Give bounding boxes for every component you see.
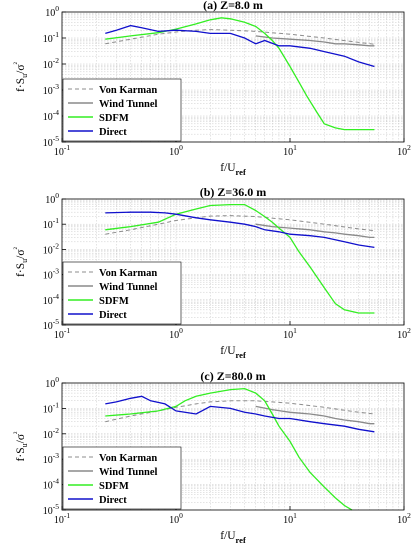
x-tick-label: 102 <box>397 326 411 341</box>
series-line-direct <box>105 211 375 249</box>
panel-2: (b) Z=36.0 m 10-1 100 101 102 100 10-1 10-2 10-3… <box>12 185 411 360</box>
x-tick-label: 101 <box>283 326 297 341</box>
x-tick-label: 100 <box>169 511 183 526</box>
series-line-wind-tunnel <box>255 405 375 425</box>
series-line-direct <box>105 395 375 433</box>
series-group <box>105 387 375 511</box>
legend-label: SDFM <box>99 481 129 492</box>
legend-label: Wind Tunnel <box>99 282 158 293</box>
legend: Von Karman Wind Tunnel SDFM Direct <box>62 78 182 142</box>
x-axis-label: f/Uref <box>220 345 246 360</box>
x-axis-label: f/Uref <box>220 162 246 177</box>
legend-label: Von Karman <box>99 85 157 96</box>
x-tick-label: 10-1 <box>54 143 70 158</box>
chart-title: (b) Z=36.0 m <box>200 185 267 199</box>
y-axis-label: f·Su/σ² <box>12 431 29 461</box>
x-tick-label: 100 <box>169 326 183 341</box>
plot-frame <box>61 198 405 326</box>
x-tick-label: 100 <box>169 143 183 158</box>
y-tick-label: 10-5 <box>43 502 59 517</box>
series-line-sdfm <box>105 17 375 131</box>
x-tick-label: 10-1 <box>54 326 70 341</box>
legend: Von Karman Wind Tunnel SDFM Direct <box>62 446 182 510</box>
x-tick-label: 102 <box>397 511 411 526</box>
chart-title: (a) Z=8.0 m <box>203 0 263 12</box>
y-tick-label: 100 <box>45 191 59 206</box>
series-line-direct <box>105 24 375 68</box>
plot-frame <box>61 382 405 511</box>
y-tick-label: 100 <box>45 375 59 390</box>
series-line-sdfm <box>105 203 375 314</box>
y-tick-label: 10-2 <box>43 56 59 71</box>
series-line-sdfm <box>105 387 353 511</box>
panel-3: (c) Z=80.0 m 10-1 100 101 102 100 10-1 10-2 10-3… <box>12 369 411 545</box>
legend-label: Direct <box>99 310 127 321</box>
series-group <box>105 203 375 314</box>
legend-label: Von Karman <box>99 453 157 464</box>
y-axis-label: f·Su/σ² <box>12 246 29 276</box>
legend-label: Direct <box>99 127 127 138</box>
x-tick-label: 101 <box>283 511 297 526</box>
y-tick-label: 10-2 <box>43 241 59 256</box>
panel-1: (a) Z=8.0 m 10-1 100 101 102 100 10-1 10-2 10-3 1… <box>12 0 411 177</box>
series-line-von-karman <box>105 215 375 235</box>
y-tick-label: 100 <box>45 4 59 19</box>
x-axis-label: f/Uref <box>220 530 246 545</box>
y-tick-label: 10-3 <box>43 82 59 97</box>
legend-label: SDFM <box>99 113 129 124</box>
x-tick-label: 101 <box>283 143 297 158</box>
y-tick-label: 10-5 <box>43 317 59 332</box>
x-tick-label: 10-1 <box>54 511 70 526</box>
series-line-von-karman <box>105 29 375 45</box>
series-line-wind-tunnel <box>255 35 375 47</box>
legend: Von Karman Wind Tunnel SDFM Direct <box>62 261 182 325</box>
series-line-wind-tunnel <box>255 223 375 239</box>
y-tick-label: 10-4 <box>43 477 59 492</box>
y-tick-label: 10-1 <box>43 216 59 231</box>
chart-title: (c) Z=80.0 m <box>200 369 265 383</box>
y-tick-label: 10-4 <box>43 292 59 307</box>
x-tick-label: 102 <box>397 143 411 158</box>
y-tick-label: 10-1 <box>43 30 59 45</box>
series-group <box>105 17 375 131</box>
y-axis-label: f·Su/σ² <box>12 61 29 91</box>
legend-label: Wind Tunnel <box>99 99 158 110</box>
y-tick-label: 10-3 <box>43 451 59 466</box>
y-tick-label: 10-4 <box>43 108 59 123</box>
y-tick-label: 10-1 <box>43 400 59 415</box>
legend-label: Wind Tunnel <box>99 467 158 478</box>
y-tick-label: 10-3 <box>43 267 59 282</box>
plot-frame <box>61 11 405 143</box>
y-tick-label: 10-2 <box>43 426 59 441</box>
legend-label: Direct <box>99 495 127 506</box>
legend-label: SDFM <box>99 296 129 307</box>
legend-label: Von Karman <box>99 268 157 279</box>
y-tick-label: 10-5 <box>43 134 59 149</box>
